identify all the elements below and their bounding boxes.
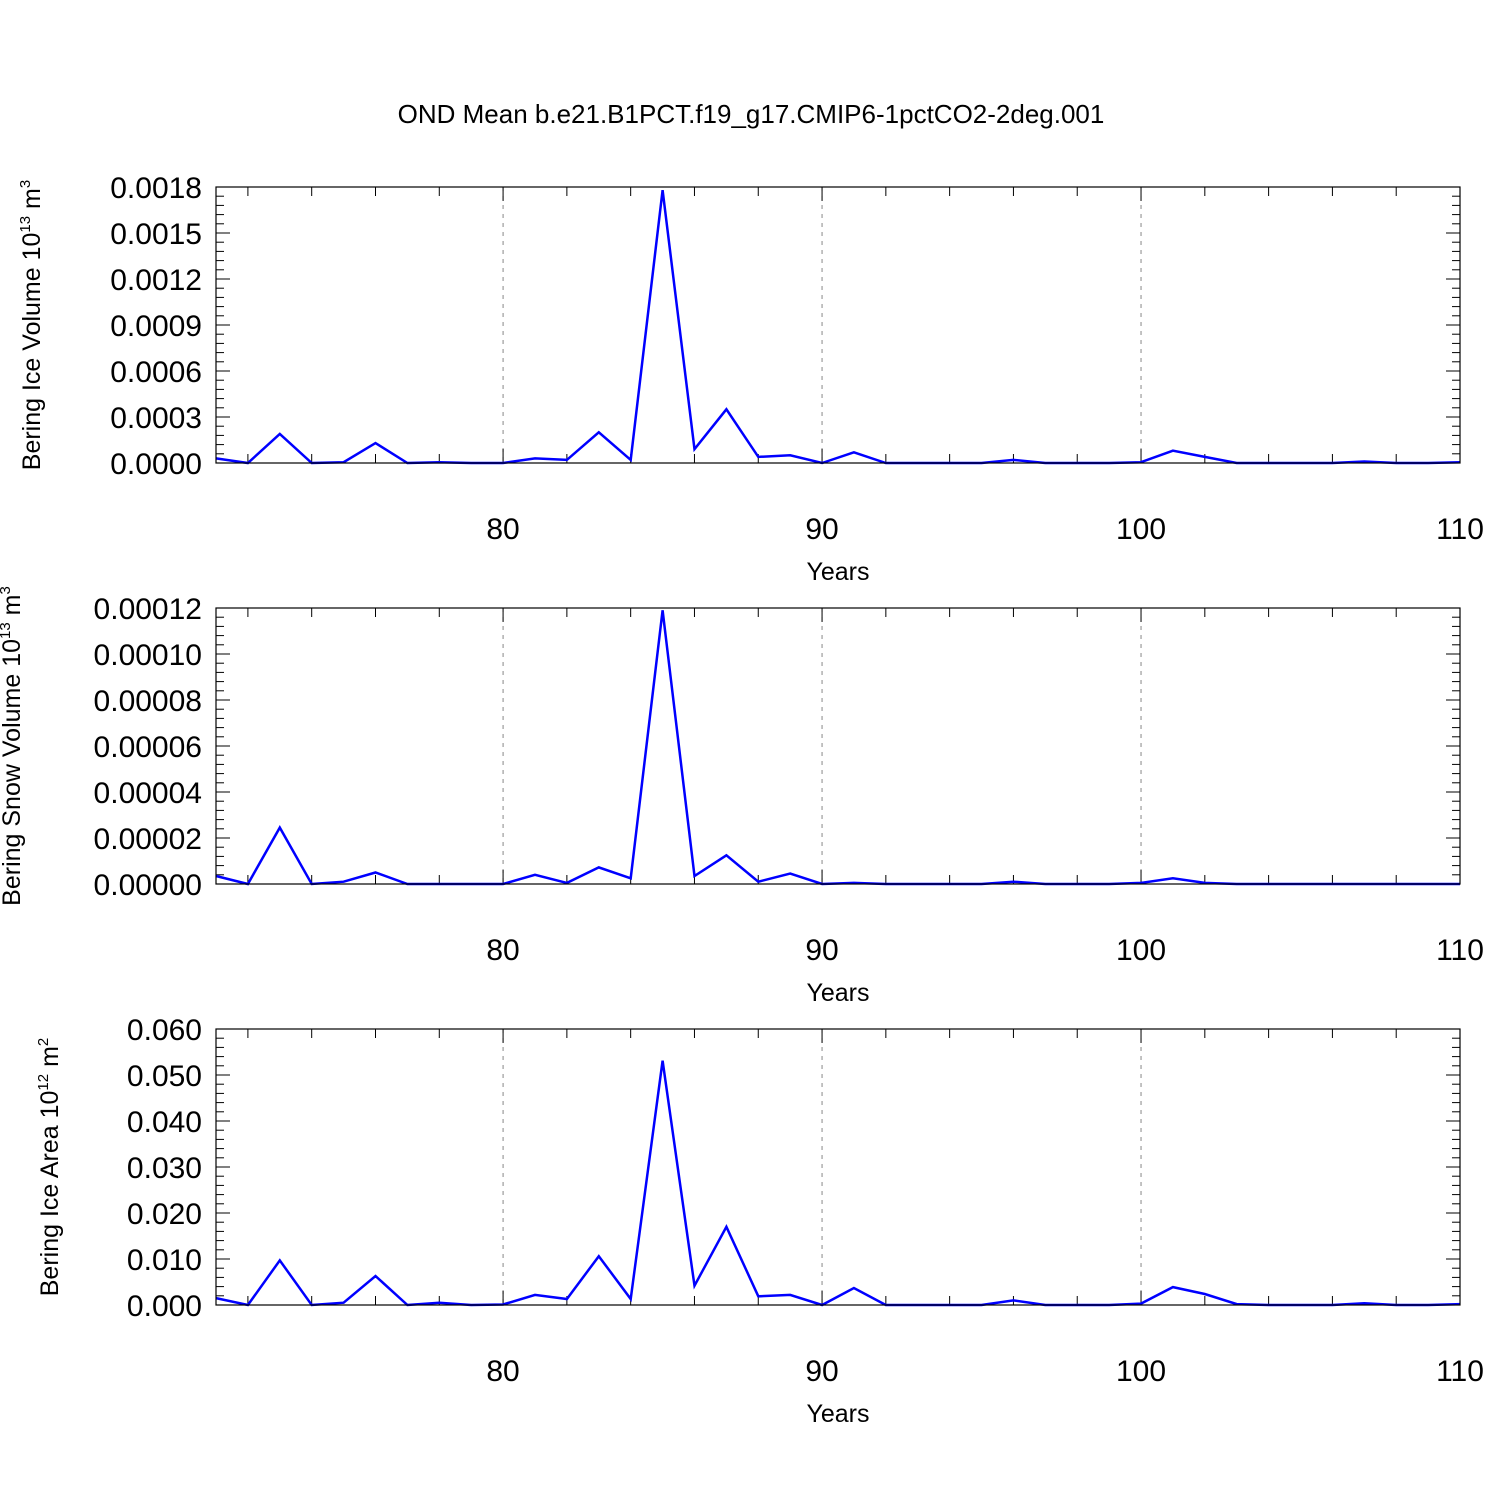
y-tick-label: 0.00008 — [94, 685, 202, 718]
y-tick-label: 0.0003 — [110, 402, 202, 435]
x-tick-label: 100 — [1116, 513, 1166, 546]
y-tick-label: 0.010 — [127, 1244, 202, 1277]
panel-3: 0.000 0.010 0.020 0.030 0.040 0.050 0.060 80 90 1… — [35, 1014, 1484, 1428]
y-tick-label: 0.0000 — [110, 448, 202, 481]
x-tick-label: 90 — [805, 934, 838, 967]
chart-title: OND Mean b.e21.B1PCT.f19_g17.CMIP6-1pctC… — [398, 99, 1105, 129]
x-axis-title: Years — [806, 1400, 869, 1428]
y-tick-label: 0.0018 — [110, 172, 202, 205]
y-tick-label: 0.0012 — [110, 264, 202, 297]
y-tick-label: 0.00006 — [94, 731, 202, 764]
x-tick-label: 100 — [1116, 934, 1166, 967]
y-axis-title: Bering Ice Volume 1013 m3 — [17, 180, 46, 470]
x-tick-label: 110 — [1436, 1355, 1484, 1388]
y-axis-title: Bering Snow Volume 1013 m3 — [0, 586, 26, 906]
y-tick-label: 0.030 — [127, 1152, 202, 1185]
y-tick-label: 0.00000 — [94, 869, 202, 902]
y-tick-label: 0.0009 — [110, 310, 202, 343]
y-tick-label: 0.00004 — [94, 777, 202, 810]
plot-frame — [215, 607, 1461, 885]
y-tick-label: 0.050 — [127, 1060, 202, 1093]
y-tick-label: 0.0015 — [110, 218, 202, 251]
x-axis-title: Years — [806, 979, 869, 1007]
x-tick-label: 80 — [486, 1355, 519, 1388]
panel-2: 0.00000 0.00002 0.00004 0.00006 0.00008 0.000… — [0, 586, 1484, 1007]
x-tick-label: 100 — [1116, 1355, 1166, 1388]
series-line — [215, 189, 1461, 465]
plot-frame — [215, 186, 1461, 464]
y-tick-label: 0.020 — [127, 1198, 202, 1231]
chart-panels: 0.0000 0.0003 0.0006 0.0009 0.0012 0.0015 0.00… — [0, 172, 1484, 1428]
x-tick-label: 80 — [486, 934, 519, 967]
y-tick-label: 0.000 — [127, 1290, 202, 1323]
y-axis-title: Bering Ice Area 1012 m2 — [35, 1038, 64, 1297]
series-line — [215, 610, 1460, 886]
y-tick-label: 0.00012 — [94, 593, 202, 626]
series-line — [215, 1060, 1461, 1307]
plot-frame — [215, 1028, 1461, 1306]
x-tick-label: 80 — [486, 513, 519, 546]
x-tick-label: 110 — [1436, 934, 1484, 967]
x-tick-label: 90 — [805, 513, 838, 546]
x-tick-label: 90 — [805, 1355, 838, 1388]
x-tick-label: 110 — [1436, 513, 1484, 546]
panel-1: 0.0000 0.0003 0.0006 0.0009 0.0012 0.0015 0.00… — [17, 172, 1484, 586]
y-tick-label: 0.0006 — [110, 356, 202, 389]
x-axis-title: Years — [806, 558, 869, 586]
y-tick-label: 0.00002 — [94, 823, 202, 856]
y-tick-label: 0.040 — [127, 1106, 202, 1139]
y-tick-label: 0.060 — [127, 1014, 202, 1047]
y-tick-label: 0.00010 — [94, 639, 202, 672]
